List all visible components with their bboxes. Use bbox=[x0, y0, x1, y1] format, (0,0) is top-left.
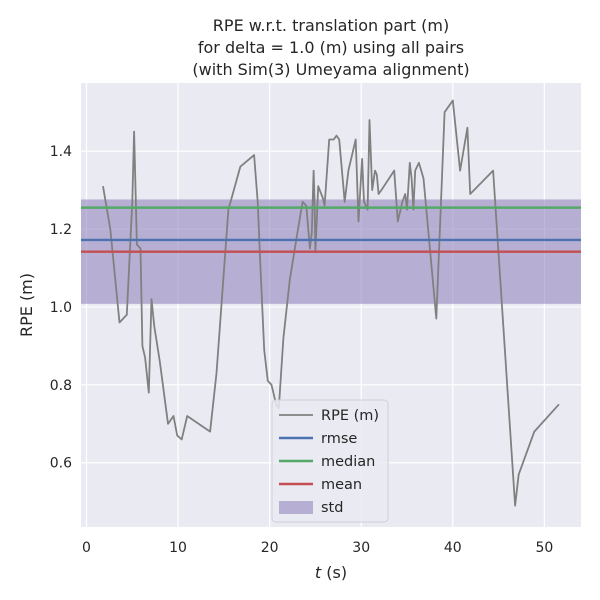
legend-label: RPE (m) bbox=[321, 408, 379, 424]
legend-swatch bbox=[279, 501, 313, 514]
x-tick-label: 0 bbox=[82, 540, 91, 556]
chart-title: RPE w.r.t. translation part (m) for delta… bbox=[192, 16, 469, 79]
legend-label: median bbox=[321, 454, 375, 470]
stat-lines bbox=[81, 206, 581, 253]
rpe-line bbox=[102, 99, 560, 507]
legend: RPE (m) rmse median mean std bbox=[271, 399, 389, 523]
y-tick-label: 1.2 bbox=[50, 222, 72, 238]
y-tick-labels: 0.6 0.8 1.0 1.2 1.4 bbox=[50, 144, 72, 472]
x-tick-labels: 0 10 20 30 40 50 bbox=[82, 540, 553, 556]
legend-label: rmse bbox=[321, 431, 357, 447]
y-tick-label: 0.6 bbox=[50, 456, 72, 472]
x-tick-label: 40 bbox=[444, 540, 462, 556]
x-tick-label: 10 bbox=[169, 540, 187, 556]
chart-title-line: (with Sim(3) Umeyama alignment) bbox=[192, 60, 469, 79]
x-tick-label: 30 bbox=[352, 540, 370, 556]
chart-title-line: for delta = 1.0 (m) using all pairs bbox=[198, 38, 464, 57]
rpe-series bbox=[102, 99, 560, 507]
x-tick-label: 20 bbox=[261, 540, 279, 556]
legend-label: std bbox=[321, 500, 343, 516]
legend-box bbox=[271, 399, 389, 523]
legend-label: mean bbox=[321, 477, 362, 493]
y-tick-label: 1.4 bbox=[50, 144, 72, 160]
chart-title-line: RPE w.r.t. translation part (m) bbox=[213, 16, 449, 35]
x-tick-label: 50 bbox=[535, 540, 553, 556]
y-axis-label: RPE (m) bbox=[17, 273, 36, 337]
y-tick-label: 1.0 bbox=[50, 300, 72, 316]
x-axis-label: t (s) bbox=[315, 563, 347, 582]
y-tick-label: 0.8 bbox=[50, 378, 72, 394]
